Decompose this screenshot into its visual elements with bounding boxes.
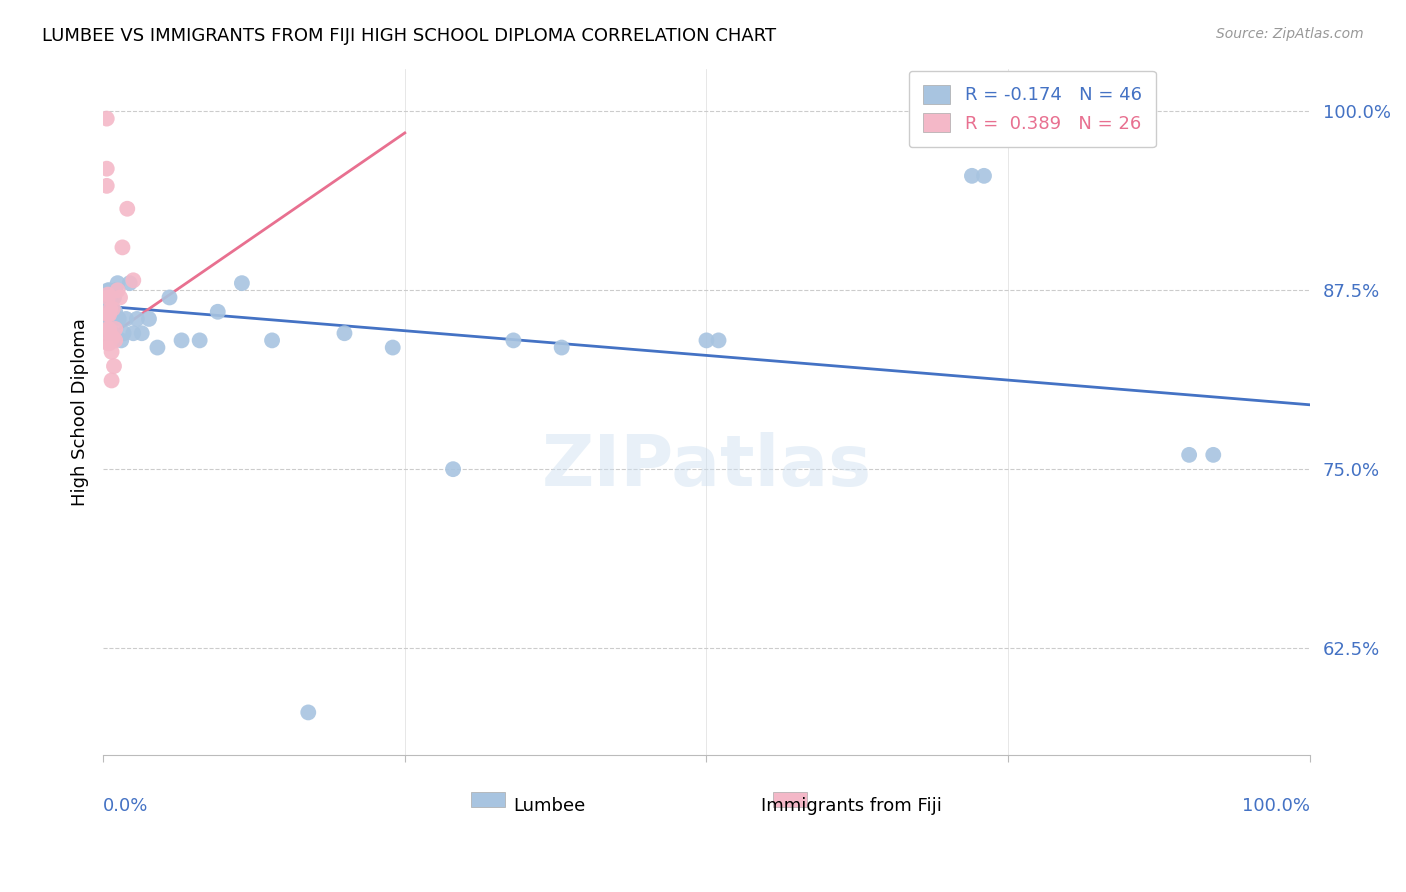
Point — [98, 301, 121, 316]
Point — [98, 326, 121, 341]
Point — [97, 290, 120, 304]
Point — [108, 290, 131, 304]
Point — [97, 305, 120, 319]
Point — [112, 326, 135, 341]
Point — [96, 178, 118, 193]
Point — [146, 341, 169, 355]
Point — [111, 240, 134, 254]
Point — [97, 283, 120, 297]
Point — [96, 312, 118, 326]
Point — [707, 334, 730, 348]
Point — [188, 334, 211, 348]
Point — [97, 322, 120, 336]
Point — [96, 112, 118, 126]
Point — [1202, 448, 1225, 462]
Point — [98, 336, 121, 351]
Point — [101, 326, 124, 341]
Point — [96, 161, 118, 176]
Point — [98, 290, 121, 304]
Point — [104, 322, 127, 336]
Point — [231, 276, 253, 290]
Point — [98, 330, 121, 344]
Point — [122, 326, 145, 341]
Point — [97, 308, 120, 322]
Point — [170, 334, 193, 348]
Text: ZIPatlas: ZIPatlas — [541, 433, 872, 501]
Point — [103, 359, 125, 373]
Point — [262, 334, 284, 348]
Point — [115, 312, 138, 326]
Text: LUMBEE VS IMMIGRANTS FROM FIJI HIGH SCHOOL DIPLOMA CORRELATION CHART: LUMBEE VS IMMIGRANTS FROM FIJI HIGH SCHO… — [42, 27, 776, 45]
Point — [125, 312, 148, 326]
Point — [100, 374, 122, 388]
Point — [100, 344, 122, 359]
Point — [118, 276, 141, 290]
Point — [973, 169, 995, 183]
Point — [695, 334, 717, 348]
Text: Immigrants from Fiji: Immigrants from Fiji — [761, 797, 942, 814]
Y-axis label: High School Diploma: High School Diploma — [72, 318, 89, 506]
Point — [107, 276, 129, 290]
Point — [101, 330, 124, 344]
Point — [97, 336, 120, 351]
Point — [104, 283, 127, 297]
FancyBboxPatch shape — [471, 792, 505, 807]
Point — [98, 297, 121, 311]
Point — [441, 462, 464, 476]
Point — [104, 334, 127, 348]
Point — [333, 326, 356, 341]
Point — [104, 305, 127, 319]
Text: 0.0%: 0.0% — [103, 797, 149, 814]
Point — [110, 334, 132, 348]
Point — [98, 308, 121, 322]
Point — [297, 706, 319, 720]
Point — [207, 305, 229, 319]
Point — [100, 312, 122, 326]
Legend: R = -0.174   N = 46, R =  0.389   N = 26: R = -0.174 N = 46, R = 0.389 N = 26 — [908, 70, 1156, 147]
Point — [98, 305, 121, 319]
Point — [370, 820, 392, 834]
Point — [98, 283, 121, 297]
Point — [98, 322, 121, 336]
Point — [138, 312, 160, 326]
Point — [1178, 448, 1201, 462]
Point — [550, 341, 572, 355]
Text: 100.0%: 100.0% — [1241, 797, 1310, 814]
Point — [103, 290, 125, 304]
Text: Lumbee: Lumbee — [513, 797, 586, 814]
Point — [107, 283, 129, 297]
Point — [960, 169, 983, 183]
Point — [122, 273, 145, 287]
Point — [101, 301, 124, 316]
Point — [159, 290, 181, 304]
Point — [96, 290, 118, 304]
Point — [100, 290, 122, 304]
Point — [98, 312, 121, 326]
Point — [131, 326, 153, 341]
Point — [381, 341, 404, 355]
Point — [108, 312, 131, 326]
Point — [117, 202, 139, 216]
Point — [101, 305, 124, 319]
Point — [97, 287, 120, 301]
Text: Source: ZipAtlas.com: Source: ZipAtlas.com — [1216, 27, 1364, 41]
FancyBboxPatch shape — [773, 792, 807, 807]
Point — [502, 334, 524, 348]
